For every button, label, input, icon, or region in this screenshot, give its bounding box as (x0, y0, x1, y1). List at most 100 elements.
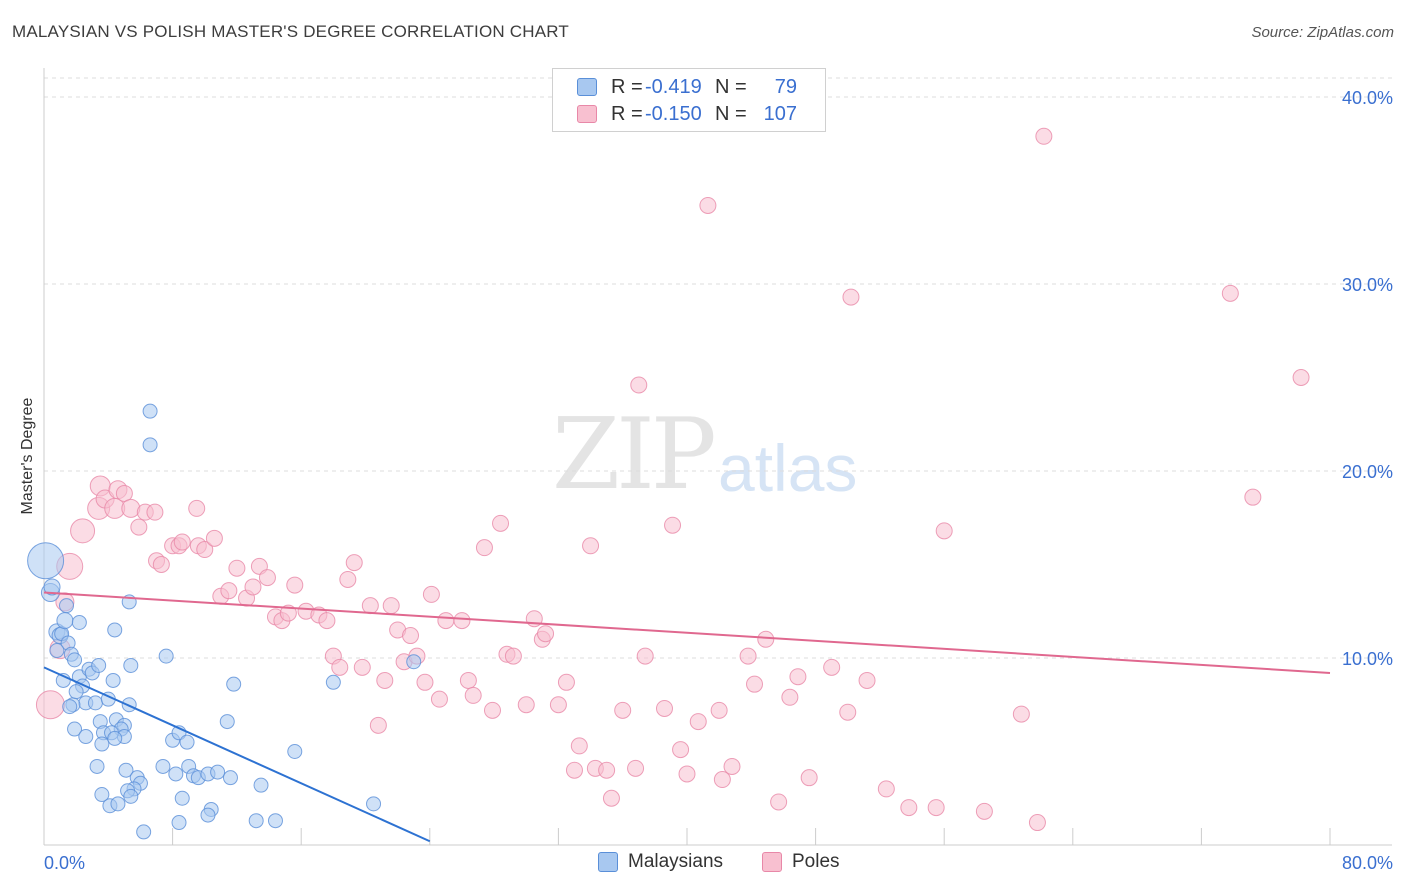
malaysian-point (136, 824, 152, 840)
polish-point (205, 529, 223, 547)
polish-point (678, 765, 696, 783)
polish-point (823, 658, 841, 676)
malaysian-point (87, 695, 103, 711)
malaysian-point (158, 648, 174, 664)
polish-point (146, 503, 164, 521)
polish-point (196, 541, 214, 559)
y-tick-label: 40.0% (1342, 88, 1393, 108)
legend-r-value: -0.419 (645, 75, 702, 98)
polish-point (130, 518, 148, 536)
malaysian-point (49, 643, 65, 659)
polish-point (975, 802, 993, 820)
legend-r-label: R = (611, 75, 643, 98)
malaysian-point (222, 770, 238, 786)
polish-point (464, 686, 482, 704)
malaysian-point (67, 652, 83, 668)
bottom-legend-poles: Poles (762, 851, 840, 873)
malaysian-point (43, 578, 61, 596)
malaysian-point (142, 403, 158, 419)
malaysian-point (71, 614, 87, 630)
legend-swatch-malaysians (577, 78, 597, 96)
polish-point (800, 769, 818, 787)
malaysian-point (94, 787, 110, 803)
polish-point (935, 522, 953, 540)
legend-r-value: -0.150 (645, 102, 702, 125)
chart-title: MALAYSIAN VS POLISH MASTER'S DEGREE CORR… (12, 22, 570, 41)
polish-point (376, 671, 394, 689)
polish-point (437, 612, 455, 630)
polish-point (927, 799, 945, 817)
polish-point (453, 612, 471, 630)
polish-point (35, 690, 65, 720)
polish-point (1012, 705, 1030, 723)
polish-point (382, 597, 400, 615)
polish-point (430, 690, 448, 708)
malaysian-point (56, 612, 74, 630)
malaysian-point (174, 790, 190, 806)
malaysian-point (67, 721, 83, 737)
source-label: Source: ZipAtlas.com (1251, 24, 1394, 41)
malaysian-point (200, 807, 216, 823)
polish-point (672, 741, 690, 759)
polish-point (713, 771, 731, 789)
malaysian-point (94, 736, 110, 752)
polish-point (655, 699, 673, 717)
polish-point (70, 518, 96, 544)
polish-point (402, 627, 420, 645)
polish-point (459, 671, 477, 689)
legend-n-label: N = (715, 102, 747, 125)
malaysian-point (59, 598, 75, 614)
malaysian-point (62, 699, 78, 715)
polish-point (339, 570, 357, 588)
polish-point (557, 673, 575, 691)
bottom-legend-swatch-malaysians (598, 852, 618, 872)
malaysian-point (142, 437, 158, 453)
polish-point (537, 625, 555, 643)
polish-point (1244, 488, 1262, 506)
polish-point (121, 498, 141, 518)
polish-point (570, 737, 588, 755)
legend-swatch-poles (577, 105, 597, 123)
polish-point (1292, 369, 1310, 386)
polish-point (173, 533, 191, 551)
polish-point (416, 673, 434, 691)
malaysian-trendline (43, 666, 431, 843)
malaysian-point (366, 796, 382, 812)
malaysian-point (155, 758, 171, 774)
polish-point (504, 647, 522, 665)
polish-point (630, 376, 648, 394)
polish-point (723, 757, 741, 775)
polish-point (699, 196, 717, 214)
malaysian-point (110, 796, 126, 812)
polish-point (152, 556, 170, 573)
polish-point (220, 582, 238, 600)
malaysian-point (91, 657, 107, 673)
legend-n-value: 107 (763, 102, 797, 125)
malaysian-point (123, 788, 139, 804)
malaysian-point (171, 815, 187, 831)
x-tick-label: 80.0% (1342, 853, 1393, 873)
polish-point (710, 701, 728, 719)
polish-point (614, 701, 632, 719)
polish-point (789, 668, 807, 686)
legend-row-malaysians: R = -0.419 N = 79 (577, 75, 797, 99)
polish-point (361, 597, 379, 615)
stats-legend: R = -0.419 N = 79 R = -0.150 N = 107 (552, 68, 826, 132)
y-tick-label: 30.0% (1342, 275, 1393, 295)
polish-point (318, 612, 336, 630)
polish-point (582, 537, 600, 555)
polish-point (492, 514, 510, 532)
polish-point (781, 688, 799, 706)
polish-point (475, 539, 493, 557)
watermark-zip: ZIP (552, 398, 717, 512)
polish-point (565, 761, 583, 779)
polish-point (1035, 127, 1053, 145)
y-tick-label: 10.0% (1342, 649, 1393, 669)
malaysian-point (219, 714, 235, 730)
malaysian-point (68, 684, 84, 700)
x-tick-label: 0.0% (44, 853, 85, 873)
malaysian-point (27, 542, 65, 580)
polish-point (770, 793, 788, 811)
polish-point (739, 647, 757, 665)
